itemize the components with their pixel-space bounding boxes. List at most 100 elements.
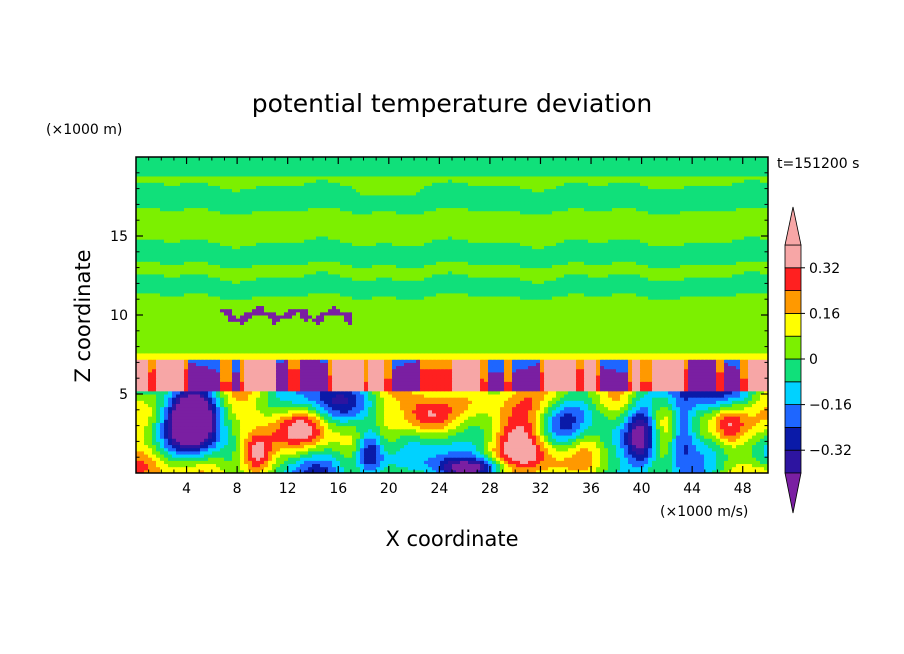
field-cell bbox=[528, 431, 533, 436]
field-cell bbox=[140, 406, 145, 411]
field-cell bbox=[220, 371, 225, 376]
field-cell bbox=[428, 371, 433, 376]
field-cell bbox=[608, 460, 613, 465]
field-cell bbox=[640, 438, 645, 442]
field-cell bbox=[476, 387, 481, 392]
field-cell bbox=[756, 466, 761, 471]
field-cell bbox=[356, 419, 361, 423]
field-cell bbox=[216, 444, 221, 449]
field-cell bbox=[756, 375, 761, 379]
field-cell bbox=[508, 419, 513, 423]
field-cell bbox=[196, 397, 201, 401]
field-cell bbox=[392, 428, 397, 433]
field-cell bbox=[412, 466, 417, 471]
field-cell bbox=[636, 457, 641, 461]
field-cell bbox=[376, 422, 381, 427]
field-cell bbox=[600, 394, 605, 398]
field-cell bbox=[692, 441, 697, 446]
field-cell bbox=[196, 403, 201, 408]
field-cell bbox=[352, 371, 357, 376]
field-cell bbox=[304, 460, 309, 465]
field-cell bbox=[688, 387, 693, 392]
field-cell bbox=[592, 441, 597, 446]
field-cell bbox=[412, 371, 417, 376]
field-cell bbox=[576, 416, 581, 420]
field-cell bbox=[672, 419, 677, 423]
field-cell bbox=[156, 419, 161, 423]
field-cell bbox=[668, 438, 673, 442]
field-cell bbox=[228, 406, 233, 411]
field-cell bbox=[660, 394, 665, 398]
field-cell bbox=[620, 447, 625, 452]
field-cell bbox=[200, 450, 205, 455]
field-cell bbox=[684, 454, 689, 458]
field-cell bbox=[632, 419, 637, 423]
field-cell bbox=[684, 422, 689, 427]
field-cell bbox=[364, 454, 369, 458]
field-cell bbox=[228, 375, 233, 379]
field-cell bbox=[612, 428, 617, 433]
field-cell bbox=[388, 412, 393, 417]
field-cell bbox=[680, 447, 685, 452]
field-cell bbox=[656, 406, 661, 411]
field-cell bbox=[448, 460, 453, 465]
field-cell bbox=[368, 463, 373, 468]
field-cell bbox=[352, 454, 357, 458]
field-cell bbox=[168, 435, 173, 439]
field-cell bbox=[192, 384, 197, 389]
field-cell bbox=[228, 390, 233, 395]
field-cell bbox=[156, 463, 161, 468]
field-cell bbox=[708, 444, 713, 449]
field-cell bbox=[700, 419, 705, 423]
field-cell bbox=[640, 403, 645, 408]
field-cell bbox=[512, 463, 517, 468]
field-cell bbox=[416, 387, 421, 392]
field-cell bbox=[424, 422, 429, 427]
field-cell bbox=[460, 463, 465, 468]
field-cell bbox=[712, 406, 717, 411]
field-cell bbox=[296, 431, 301, 436]
field-cell bbox=[556, 444, 561, 449]
field-cell bbox=[240, 469, 245, 473]
field-cell bbox=[232, 444, 237, 449]
field-cell bbox=[660, 457, 665, 461]
field-cell bbox=[544, 406, 549, 411]
field-cell bbox=[380, 419, 385, 423]
field-cell bbox=[728, 454, 733, 458]
field-cell bbox=[256, 419, 261, 423]
field-cell bbox=[748, 431, 753, 436]
field-cell bbox=[208, 406, 213, 411]
field-cell bbox=[672, 390, 677, 395]
field-cell bbox=[656, 463, 661, 468]
field-cell bbox=[452, 435, 457, 439]
field-cell bbox=[760, 425, 765, 430]
field-cell bbox=[752, 409, 757, 414]
field-cell bbox=[276, 454, 281, 458]
field-cell bbox=[708, 390, 713, 395]
field-cell bbox=[332, 406, 337, 411]
field-cell bbox=[356, 371, 361, 376]
field-cell bbox=[592, 422, 597, 427]
field-cell bbox=[240, 400, 245, 404]
field-cell bbox=[760, 450, 765, 455]
field-cell bbox=[148, 422, 153, 427]
field-cell bbox=[520, 419, 525, 423]
field-cell bbox=[636, 460, 641, 465]
field-cell bbox=[636, 387, 641, 392]
field-cell bbox=[184, 387, 189, 392]
field-cell bbox=[240, 397, 245, 401]
field-cell bbox=[504, 422, 509, 427]
field-cell bbox=[188, 390, 193, 395]
field-cell bbox=[588, 419, 593, 423]
field-cell bbox=[716, 441, 721, 446]
field-cell bbox=[276, 409, 281, 414]
field-cell bbox=[480, 463, 485, 468]
field-cell bbox=[528, 425, 533, 430]
field-cell bbox=[148, 463, 153, 468]
field-cell bbox=[240, 428, 245, 433]
field-cell bbox=[692, 447, 697, 452]
field-cell bbox=[428, 378, 433, 382]
field-cell bbox=[456, 466, 461, 471]
field-cell bbox=[164, 435, 169, 439]
field-cell bbox=[612, 409, 617, 414]
